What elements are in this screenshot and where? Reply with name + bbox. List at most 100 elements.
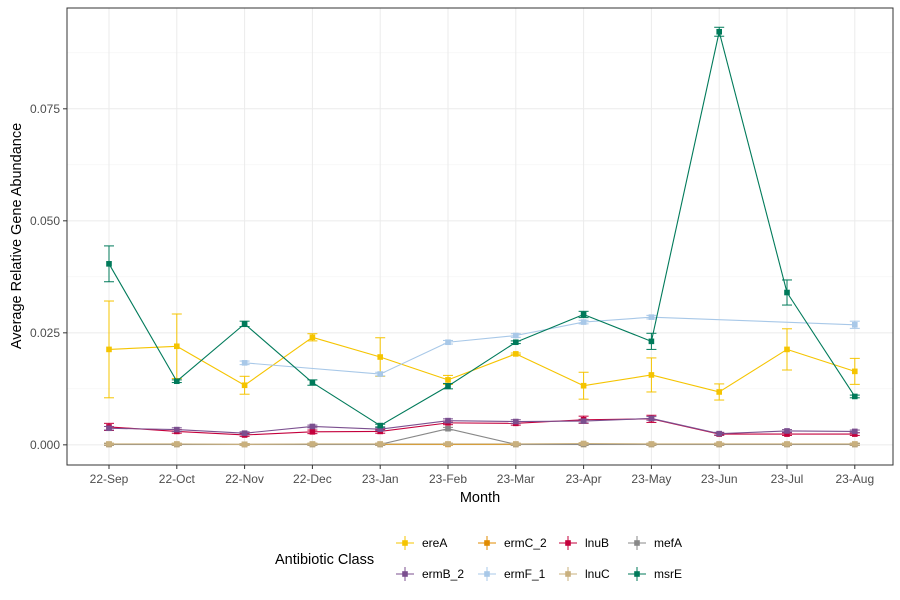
point-ermB_2	[445, 417, 451, 424]
point-ereA	[377, 354, 383, 360]
series-line-ereA	[108, 345, 177, 350]
series-line-ermF_1	[651, 316, 855, 326]
point-ermB_2	[648, 415, 655, 422]
series-line-msrE	[108, 263, 178, 382]
point-msrE	[445, 383, 451, 389]
legend-label-lnuC: lnuC	[585, 567, 610, 581]
series-line-ereA	[380, 356, 449, 381]
point-ermF_1	[241, 360, 248, 366]
point-lnuC	[174, 441, 180, 447]
point-ermF_1	[445, 339, 451, 346]
x-tick-label: 23-Jul	[771, 472, 804, 486]
point-lnuC	[580, 440, 587, 447]
point-msrE	[106, 261, 112, 267]
point-lnuB	[784, 431, 790, 437]
legend-key-point-ermB_2	[402, 571, 408, 577]
legend-key-point-mefA	[634, 540, 640, 546]
panel-border	[66, 7, 894, 466]
legend-title: Antibiotic Class	[275, 552, 374, 568]
series-line-lnuB	[380, 422, 449, 432]
x-tick-label: 23-Mar	[497, 472, 535, 486]
series-line-mefA	[380, 428, 449, 445]
point-lnuC	[513, 441, 519, 447]
legend-label-mefA: mefA	[654, 536, 682, 550]
series-line-ereA	[583, 374, 652, 387]
x-tick-label: 23-Apr	[566, 472, 602, 486]
series-lnuC	[104, 440, 860, 448]
point-ereA	[445, 377, 451, 383]
series-layer	[104, 26, 860, 448]
series-ermF_1	[239, 314, 860, 377]
y-tick-label: 0.025	[30, 326, 60, 340]
point-msrE	[852, 393, 858, 400]
series-line-ermB_2	[447, 420, 516, 423]
y-tick-label: 0.075	[30, 102, 60, 116]
series-line-msrE	[379, 385, 449, 427]
x-tick-label: 22-Sep	[90, 472, 129, 486]
point-msrE	[377, 422, 383, 429]
series-line-ermB_2	[244, 425, 313, 434]
point-lnuC	[784, 441, 790, 447]
legend-label-ereA: ereA	[422, 536, 447, 550]
series-line-msrE	[312, 382, 381, 427]
point-lnuC	[106, 441, 112, 447]
series-line-msrE	[786, 292, 856, 397]
x-axis-title: Month	[460, 490, 500, 506]
x-tick-label: 22-Nov	[225, 472, 264, 486]
point-lnuC	[241, 441, 248, 448]
y-tick-label: 0.050	[30, 214, 60, 228]
point-lnuC	[377, 441, 383, 447]
point-msrE	[241, 321, 248, 327]
series-line-ermB_2	[719, 430, 788, 435]
point-ereA	[852, 368, 858, 375]
series-line-ereA	[718, 348, 788, 393]
x-tick-label: 23-Aug	[835, 472, 874, 486]
panel-background	[67, 8, 893, 465]
series-ermB_2	[104, 415, 860, 437]
point-msrE	[513, 339, 519, 346]
grid-minor	[67, 52, 893, 390]
legend-key-point-lnuB	[565, 540, 571, 546]
series-line-ermB_2	[651, 417, 720, 435]
series-line-ermB_2	[176, 429, 245, 434]
series-line-mefA	[447, 428, 516, 445]
point-ermB_2	[174, 426, 180, 433]
point-ermB_2	[241, 430, 248, 436]
series-line-ermB_2	[583, 417, 652, 422]
series-msrE	[104, 26, 860, 429]
x-tick-label: 23-May	[631, 472, 671, 486]
point-lnuB	[309, 429, 316, 435]
point-ereA	[716, 389, 722, 395]
series-ereA	[104, 300, 860, 401]
series-line-ereA	[447, 353, 516, 381]
point-ereA	[784, 346, 790, 353]
series-line-ereA	[651, 374, 720, 393]
legend-key-point-ereA	[402, 540, 408, 546]
point-ereA	[106, 346, 112, 353]
x-axis: 22-Sep 22-Oct 22-Nov 22-Dec 23-Jan 23-Feb 23-M…	[90, 465, 874, 486]
legend-label-lnuB: lnuB	[585, 536, 609, 550]
point-ermF_1	[580, 319, 587, 325]
legend: Antibiotic Class ereA ermC_2 lnuB mefA ermB_…	[275, 536, 682, 581]
x-tick-label: 22-Dec	[293, 472, 332, 486]
x-tick-label: 23-Feb	[429, 472, 467, 486]
series-line-ermB_2	[312, 425, 381, 430]
series-line-ermB_2	[108, 427, 177, 431]
series-line-msrE	[583, 313, 652, 342]
point-ermF_1	[648, 314, 655, 320]
y-tick-label: 0.000	[30, 438, 60, 452]
point-ermB_2	[106, 425, 112, 432]
series-line-ereA	[176, 345, 245, 386]
series-line-ermF_1	[379, 341, 449, 375]
point-msrE	[784, 289, 790, 296]
point-ermB_2	[852, 428, 858, 435]
series-line-ermF_1	[447, 334, 516, 343]
point-lnuC	[852, 441, 858, 447]
series-line-ereA	[312, 336, 381, 358]
point-ereA	[309, 334, 316, 341]
legend-key-point-ermC_2	[484, 540, 490, 546]
point-ermF_1	[852, 321, 858, 328]
point-ereA	[580, 382, 587, 389]
series-line-msrE	[244, 323, 313, 383]
point-msrE	[580, 311, 587, 318]
